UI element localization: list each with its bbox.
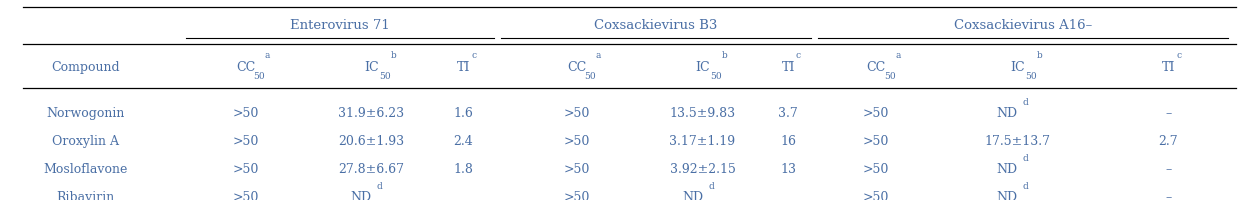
Text: Norwogonin: Norwogonin (47, 107, 125, 119)
Text: 3.92±2.15: 3.92±2.15 (670, 163, 735, 175)
Text: a: a (264, 51, 269, 60)
Text: a: a (596, 51, 601, 60)
Text: ND: ND (997, 191, 1017, 200)
Text: 1.8: 1.8 (453, 163, 473, 175)
Text: Coxsackievirus B3: Coxsackievirus B3 (594, 19, 718, 31)
Text: 2.7: 2.7 (1158, 135, 1178, 147)
Text: CC: CC (567, 61, 587, 73)
Text: TI: TI (1162, 61, 1175, 73)
Text: >50: >50 (864, 163, 889, 175)
Text: –: – (1166, 163, 1171, 175)
Text: Coxsackievirus A16–: Coxsackievirus A16– (954, 19, 1092, 31)
Text: d: d (1022, 154, 1029, 162)
Text: >50: >50 (564, 191, 589, 200)
Text: TI: TI (457, 61, 470, 73)
Text: Mosloflavone: Mosloflavone (43, 163, 128, 175)
Text: CC: CC (866, 61, 886, 73)
Text: 31.9±6.23: 31.9±6.23 (339, 107, 404, 119)
Text: 50: 50 (379, 72, 390, 81)
Text: >50: >50 (233, 135, 258, 147)
Text: a: a (895, 51, 900, 60)
Text: 20.6±1.93: 20.6±1.93 (339, 135, 404, 147)
Text: >50: >50 (864, 107, 889, 119)
Text: 27.8±6.67: 27.8±6.67 (339, 163, 404, 175)
Text: Enterovirus 71: Enterovirus 71 (290, 19, 390, 31)
Text: >50: >50 (864, 135, 889, 147)
Text: ND: ND (997, 107, 1017, 119)
Text: IC: IC (364, 61, 379, 73)
Text: >50: >50 (564, 135, 589, 147)
Text: >50: >50 (564, 163, 589, 175)
Text: ND: ND (997, 163, 1017, 175)
Text: 50: 50 (1025, 72, 1036, 81)
Text: d: d (376, 182, 383, 190)
Text: 13: 13 (781, 163, 796, 175)
Text: b: b (721, 51, 728, 60)
Text: >50: >50 (233, 107, 258, 119)
Text: IC: IC (695, 61, 710, 73)
Text: d: d (708, 182, 714, 190)
Text: >50: >50 (564, 107, 589, 119)
Text: 50: 50 (884, 72, 895, 81)
Text: 3.17±1.19: 3.17±1.19 (670, 135, 735, 147)
Text: Oroxylin A: Oroxylin A (52, 135, 120, 147)
Text: 2.4: 2.4 (453, 135, 473, 147)
Text: c: c (1176, 51, 1181, 60)
Text: c: c (471, 51, 476, 60)
Text: 50: 50 (710, 72, 721, 81)
Text: ND: ND (351, 191, 371, 200)
Text: b: b (390, 51, 397, 60)
Text: –: – (1166, 107, 1171, 119)
Text: IC: IC (1010, 61, 1025, 73)
Text: d: d (1022, 98, 1029, 106)
Text: 3.7: 3.7 (778, 107, 798, 119)
Text: 1.6: 1.6 (453, 107, 473, 119)
Text: >50: >50 (864, 191, 889, 200)
Text: >50: >50 (233, 191, 258, 200)
Text: 13.5±9.83: 13.5±9.83 (670, 107, 735, 119)
Text: >50: >50 (233, 163, 258, 175)
Text: 50: 50 (253, 72, 264, 81)
Text: –: – (1166, 191, 1171, 200)
Text: 50: 50 (584, 72, 596, 81)
Text: Ribavirin: Ribavirin (57, 191, 115, 200)
Text: d: d (1022, 182, 1029, 190)
Text: CC: CC (235, 61, 256, 73)
Text: 17.5±13.7: 17.5±13.7 (985, 135, 1050, 147)
Text: ND: ND (682, 191, 703, 200)
Text: Compound: Compound (52, 61, 120, 73)
Text: TI: TI (782, 61, 794, 73)
Text: b: b (1036, 51, 1042, 60)
Text: c: c (796, 51, 801, 60)
Text: 16: 16 (781, 135, 796, 147)
